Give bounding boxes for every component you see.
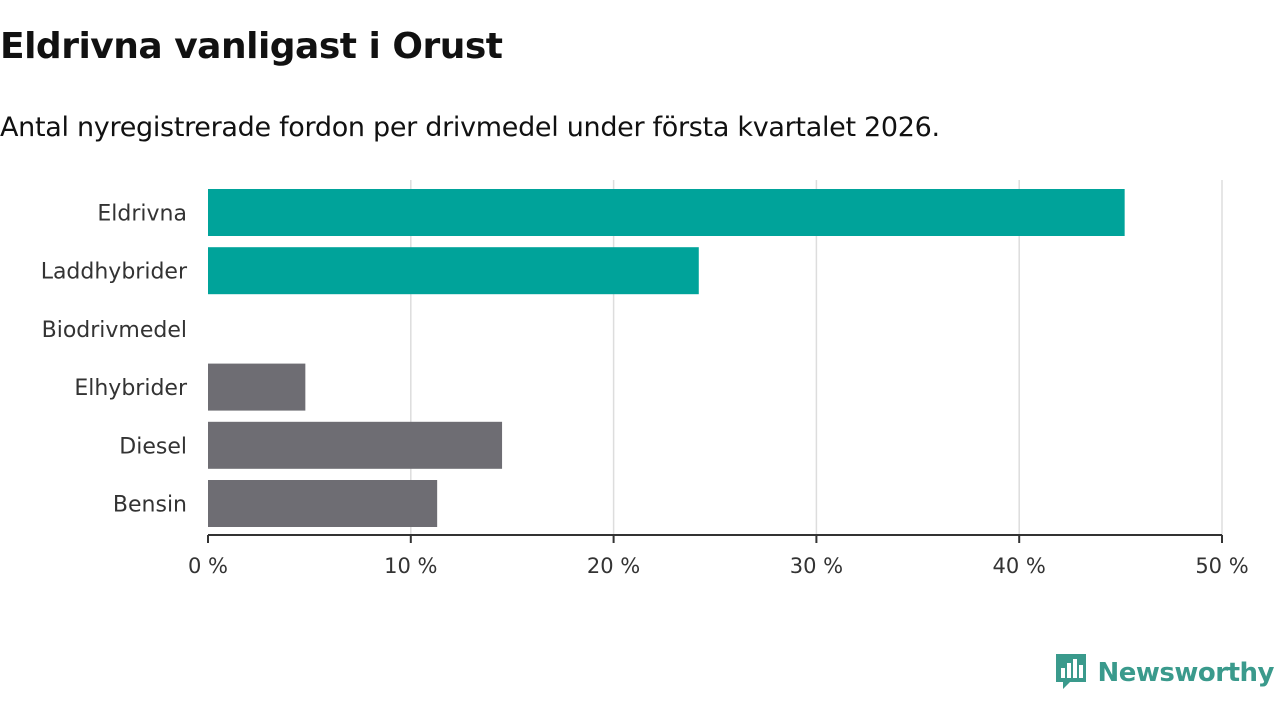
brand-logo: Newsworthy — [1054, 652, 1275, 694]
chart-title: Eldrivna vanligast i Orust — [0, 26, 503, 67]
x-tick-label: 10 % — [384, 554, 437, 578]
bar-elhybrider — [208, 363, 306, 411]
chart-subtitle: Antal nyregistrerade fordon per drivmede… — [0, 112, 940, 143]
newsworthy-logo-icon — [1054, 652, 1088, 694]
x-tick-label: 20 % — [587, 554, 640, 578]
category-label: Diesel — [119, 434, 187, 459]
x-tick-label: 0 % — [188, 554, 228, 578]
bar-eldrivna — [208, 189, 1125, 236]
category-label: Biodrivmedel — [42, 318, 187, 343]
brand-name: Newsworthy — [1097, 658, 1275, 688]
x-tick-label: 40 % — [993, 554, 1046, 578]
bar-diesel — [208, 421, 503, 469]
category-label: Elhybrider — [74, 376, 188, 401]
x-tick-label: 30 % — [790, 554, 843, 578]
category-label: Eldrivna — [97, 202, 187, 227]
bar-laddhybrider — [208, 247, 699, 295]
bar-chart: Eldrivna Laddhybrider Biodrivmedel Elhybrid… — [41, 180, 1249, 578]
category-label: Laddhybrider — [41, 260, 188, 285]
x-tick-label: 50 % — [1195, 554, 1248, 578]
bar-bensin — [208, 480, 438, 527]
category-label: Bensin — [113, 493, 187, 518]
